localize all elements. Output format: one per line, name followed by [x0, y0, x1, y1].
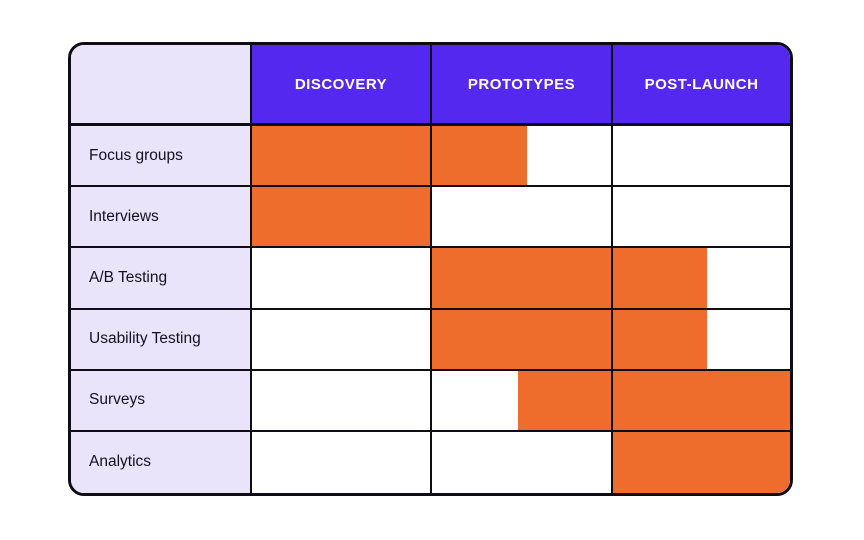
phase-cell-post-launch [613, 126, 790, 188]
activity-bar [432, 248, 611, 308]
table-grid: DISCOVERY PROTOTYPES POST-LAUNCH Focus g… [71, 45, 790, 493]
research-methods-gantt-table: DISCOVERY PROTOTYPES POST-LAUNCH Focus g… [68, 42, 793, 496]
activity-bar [613, 309, 707, 369]
activity-bar [432, 309, 611, 369]
activity-bar [252, 126, 430, 186]
phase-cell-discovery [252, 126, 432, 188]
phase-cell-discovery [252, 248, 432, 310]
row-label: Surveys [71, 370, 252, 432]
corner-cell [71, 45, 252, 126]
phase-cell-prototypes [432, 126, 613, 188]
phase-cell-prototypes [432, 431, 613, 493]
row-label: Analytics [71, 431, 252, 493]
phase-cell-post-launch [613, 309, 790, 371]
phase-cell-post-launch [613, 248, 790, 310]
activity-bar [432, 126, 527, 186]
phase-cell-post-launch [613, 431, 790, 493]
phase-cell-discovery [252, 309, 432, 371]
phase-cell-post-launch [613, 187, 790, 249]
phase-cell-post-launch [613, 370, 790, 432]
phase-cell-prototypes [432, 187, 613, 249]
activity-bar [613, 248, 707, 308]
column-header-discovery: DISCOVERY [252, 45, 432, 126]
row-label: Focus groups [71, 126, 252, 188]
column-header-prototypes: PROTOTYPES [432, 45, 613, 126]
phase-cell-prototypes [432, 370, 613, 432]
activity-bar [517, 370, 611, 430]
activity-bar [613, 370, 790, 430]
phase-cell-prototypes [432, 309, 613, 371]
phase-cell-discovery [252, 370, 432, 432]
phase-cell-discovery [252, 187, 432, 249]
phase-cell-discovery [252, 431, 432, 493]
activity-bar [252, 187, 430, 247]
column-header-post-launch: POST-LAUNCH [613, 45, 790, 126]
phase-cell-prototypes [432, 248, 613, 310]
activity-bar [613, 431, 790, 493]
row-label: Interviews [71, 187, 252, 249]
row-label: A/B Testing [71, 248, 252, 310]
row-label: Usability Testing [71, 309, 252, 371]
